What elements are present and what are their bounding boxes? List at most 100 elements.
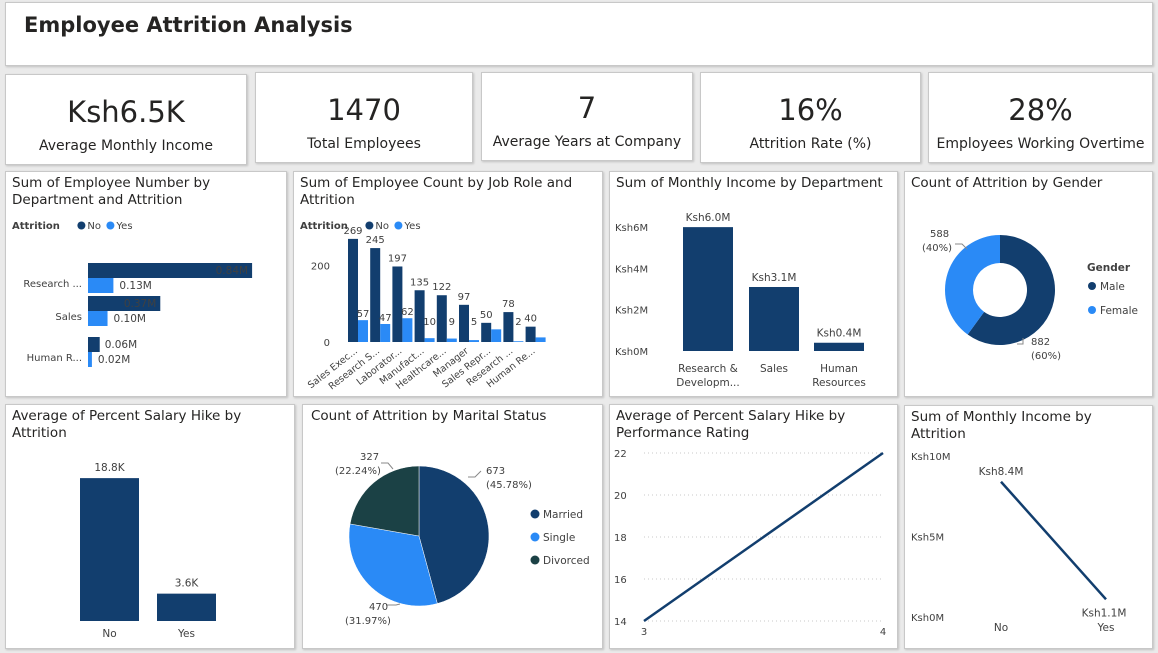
chart-title: Sum of Employee Count by Job Role and At… (300, 175, 573, 208)
category-label: Resources (812, 377, 866, 389)
chart-income-by-department: Ksh0M Ksh2M Ksh4M Ksh6M Ksh6.0M Research & Dev… (615, 212, 866, 389)
legend-label: Yes (115, 221, 132, 232)
bar-no (459, 304, 469, 342)
bar-no (370, 248, 381, 342)
legend-marker (530, 532, 540, 542)
bar-no (481, 322, 492, 342)
bar-no (348, 238, 358, 342)
dashboard-title-bar: Employee Attrition Analysis (5, 2, 1153, 66)
chart-title: Sum of Monthly Income by Department (616, 175, 883, 191)
data-label: 62 (401, 307, 414, 318)
chart-employees-by-department: Attrition No Yes Research ... 0.84M 0.13M Sale… (12, 221, 253, 367)
data-label: 122 (432, 282, 451, 293)
chart-card-attrition-by-gender[interactable]: Count of Attrition by Gender 882 (60%) 588… (904, 171, 1153, 397)
bar-yes (513, 341, 524, 342)
x-tick-label: 3 (641, 627, 647, 638)
data-label: 18.8K (94, 462, 125, 474)
data-label: (40%) (922, 243, 952, 254)
data-label: (31.97%) (345, 616, 391, 627)
data-label: 197 (388, 253, 407, 264)
bar (80, 478, 139, 621)
y-tick-label: Ksh0M (911, 613, 944, 624)
y-tick-label: Ksh10M (911, 452, 950, 463)
data-label: 135 (410, 277, 429, 288)
legend-marker (1088, 282, 1096, 290)
bar-no (88, 296, 161, 311)
y-tick-label: Ksh6M (615, 223, 648, 234)
category-label: Sales (55, 312, 82, 323)
legend-label: Married (543, 509, 583, 521)
data-label: (22.24%) (335, 466, 381, 477)
y-tick-label: 200 (311, 261, 330, 272)
chart-title: Sum of Employee Number by Department and… (12, 175, 211, 208)
data-label: 0.13M (119, 280, 151, 292)
data-label: 50 (480, 310, 493, 321)
bar-no (503, 312, 514, 342)
leader-line (468, 470, 482, 478)
y-tick-label: 14 (614, 617, 627, 628)
kpi-value: 7 (577, 91, 597, 125)
chart-card-income-by-department[interactable]: Sum of Monthly Income by Department Ksh0… (609, 171, 898, 397)
category-label: Research ... (23, 279, 82, 290)
data-label: 882 (1031, 337, 1050, 348)
data-label: 327 (360, 452, 379, 463)
data-label: 245 (366, 235, 385, 246)
chart-card-attrition-by-marital-status[interactable]: Count of Attrition by Marital Status 673… (302, 404, 603, 649)
y-tick-label: 16 (614, 575, 627, 586)
legend-title: Gender (1087, 262, 1131, 274)
chart-salary-hike-by-attrition: 18.8K No 3.6K Yes (80, 462, 216, 640)
data-label: Ksh0.4M (817, 328, 862, 340)
bar-no (436, 295, 447, 342)
chart-card-salary-hike-by-attrition[interactable]: Average of Percent Salary Hike by Attrit… (5, 404, 295, 649)
legend-marker (394, 221, 403, 230)
series-line (643, 451, 884, 623)
y-tick-label: Ksh2M (615, 306, 648, 317)
data-label: 269 (343, 226, 362, 237)
category-label: No (994, 622, 1008, 634)
legend-label: No (375, 221, 389, 232)
bar-no (525, 326, 536, 342)
bar (814, 342, 864, 351)
legend-label: Yes (403, 221, 420, 232)
bar (157, 593, 216, 621)
category-label: Human (820, 363, 858, 375)
y-tick-label: 18 (614, 533, 627, 544)
data-label: 97 (458, 292, 471, 303)
kpi-label: Attrition Rate (%) (749, 136, 872, 152)
bar-yes (469, 340, 479, 342)
chart-salary-hike-by-rating: 14 16 18 20 22 3 4 (614, 449, 886, 638)
bar-yes (446, 338, 457, 342)
data-label: 0.06M (105, 339, 137, 351)
chart-income-by-attrition: Ksh0M Ksh5M Ksh10M Ksh8.4M Ksh1.1M No Yes (911, 452, 1126, 634)
bar (749, 287, 799, 351)
data-label: 5 (471, 317, 477, 328)
data-label: 10 (423, 317, 436, 328)
chart-card-salary-hike-by-rating[interactable]: Average of Percent Salary Hike by Perfor… (609, 404, 898, 649)
y-tick-label: Ksh0M (615, 347, 648, 358)
category-label: Research & (678, 363, 738, 375)
data-label: 78 (502, 299, 515, 310)
category-label: No (102, 628, 116, 640)
bar-no (392, 266, 403, 342)
pie-slice-single (348, 523, 438, 607)
kpi-value: 16% (778, 93, 843, 127)
bar-yes (424, 338, 435, 342)
data-label: 0.84M (216, 265, 248, 277)
legend-marker (77, 221, 86, 230)
data-label: Ksh6.0M (686, 212, 731, 224)
legend-label: Divorced (543, 555, 590, 567)
kpi-card-avg-years: 7 Average Years at Company (481, 72, 693, 161)
donut-slice-male (967, 235, 1055, 345)
legend-title: Attrition (12, 221, 60, 232)
kpi-value: 28% (1008, 93, 1073, 127)
chart-card-income-by-attrition[interactable]: Sum of Monthly Income by Attrition Ksh0M… (904, 405, 1153, 649)
chart-attrition-by-gender: 882 (60%) 588 (40%) Gender Male Female (922, 229, 1138, 362)
chart-card-employees-by-job-role[interactable]: Sum of Employee Count by Job Role and At… (293, 171, 603, 397)
category-label: Human R... (27, 353, 82, 364)
chart-card-employees-by-department[interactable]: Sum of Employee Number by Department and… (5, 171, 287, 397)
legend-label: Single (543, 532, 575, 544)
category-label: Developm... (676, 377, 739, 389)
bar-no (88, 337, 100, 352)
category-label: Yes (1097, 622, 1115, 634)
